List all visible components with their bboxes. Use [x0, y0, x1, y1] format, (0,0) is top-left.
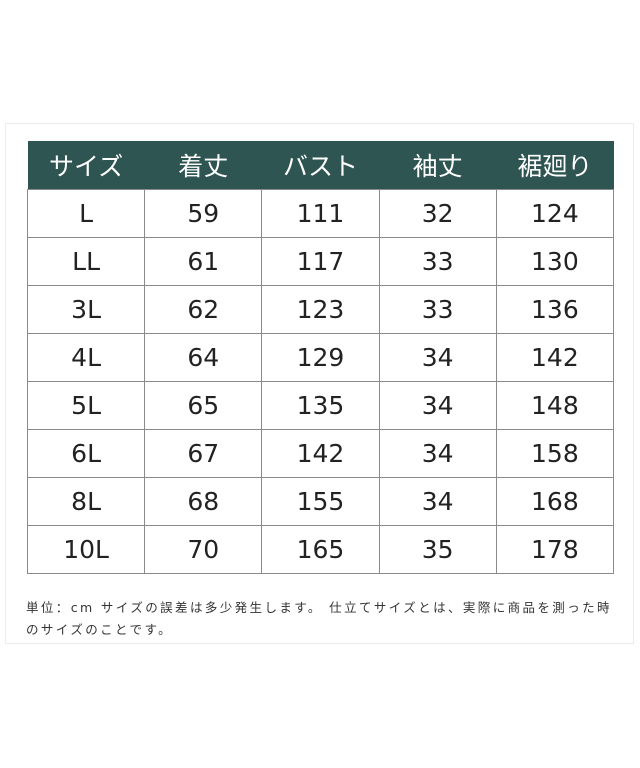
table-cell: 32 — [378, 189, 497, 238]
table-cell: 129 — [261, 333, 380, 382]
table-cell: 111 — [261, 189, 380, 238]
table-cell: 33 — [378, 237, 497, 286]
table-row: LL 61 117 33 130 — [26, 237, 615, 286]
size-note: 単位：cm サイズの誤差は多少発生します。 仕立てサイズとは、実際に商品を測った… — [26, 600, 612, 637]
table-cell: 178 — [495, 525, 615, 574]
table-cell: 68 — [144, 477, 263, 526]
table-cell: 148 — [495, 381, 615, 430]
table-row: 3L 62 123 33 136 — [26, 285, 615, 334]
table-cell: 64 — [144, 333, 263, 382]
column-header: サイズ — [27, 141, 145, 190]
column-header: 着丈 — [144, 141, 262, 190]
table-cell: 34 — [378, 333, 497, 382]
column-header: 裾廻り — [496, 141, 614, 190]
table-cell: 155 — [261, 477, 380, 526]
table-cell: 61 — [144, 237, 263, 286]
table-cell: 8L — [26, 477, 146, 526]
table-cell: 33 — [378, 285, 497, 334]
size-chart-panel — [5, 123, 634, 644]
table-cell: 135 — [261, 381, 380, 430]
size-table: サイズ 着丈 バスト 袖丈 裾廻り L 59 111 32 124 LL 61 117 33 130 3L 6… — [26, 141, 615, 574]
table-cell: 10L — [26, 525, 146, 574]
table-cell: 59 — [144, 189, 263, 238]
table-row: 4L 64 129 34 142 — [26, 333, 615, 382]
table-row: 8L 68 155 34 168 — [26, 477, 615, 526]
table-cell: 124 — [495, 189, 615, 238]
table-row: 5L 65 135 34 148 — [26, 381, 615, 430]
table-cell: 123 — [261, 285, 380, 334]
table-cell: 165 — [261, 525, 380, 574]
table-cell: L — [26, 189, 146, 238]
table-cell: 62 — [144, 285, 263, 334]
table-cell: LL — [26, 237, 146, 286]
table-cell: 5L — [26, 381, 146, 430]
table-cell: 130 — [495, 237, 615, 286]
table-row: L 59 111 32 124 — [26, 189, 615, 238]
table-cell: 67 — [144, 429, 263, 478]
column-header: バスト — [261, 141, 380, 190]
table-row: 10L 70 165 35 178 — [26, 525, 615, 574]
table-cell: 142 — [261, 429, 380, 478]
column-header: 袖丈 — [379, 141, 497, 190]
table-cell: 65 — [144, 381, 263, 430]
table-cell: 136 — [495, 285, 615, 334]
table-cell: 158 — [495, 429, 615, 478]
table-cell: 6L — [26, 429, 146, 478]
table-cell: 3L — [26, 285, 146, 334]
table-cell: 70 — [144, 525, 263, 574]
table-cell: 142 — [495, 333, 615, 382]
table-cell: 117 — [261, 237, 380, 286]
header-row: サイズ 着丈 バスト 袖丈 裾廻り — [27, 141, 614, 190]
table-cell: 4L — [26, 333, 146, 382]
table-cell: 35 — [378, 525, 497, 574]
table-row: 6L 67 142 34 158 — [26, 429, 615, 478]
table-cell: 34 — [378, 477, 497, 526]
table-cell: 34 — [378, 429, 497, 478]
table-cell: 168 — [495, 477, 615, 526]
table-cell: 34 — [378, 381, 497, 430]
